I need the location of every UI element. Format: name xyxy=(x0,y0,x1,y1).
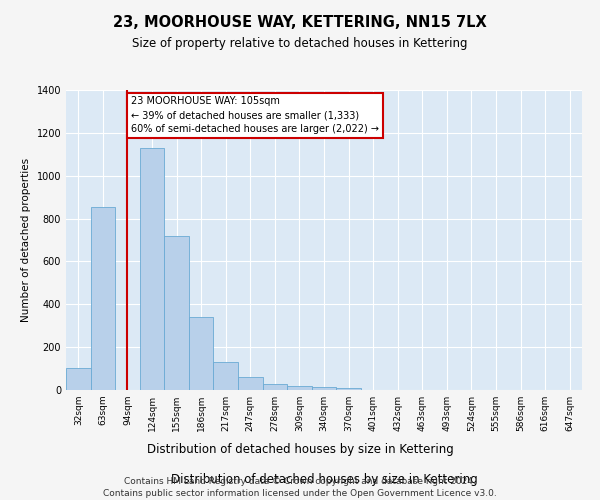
Bar xyxy=(214,362,238,390)
Bar xyxy=(91,207,115,390)
Bar xyxy=(263,384,287,390)
Bar xyxy=(238,377,263,390)
X-axis label: Distribution of detached houses by size in Kettering: Distribution of detached houses by size … xyxy=(170,473,478,486)
Bar xyxy=(287,386,312,390)
Text: 23 MOORHOUSE WAY: 105sqm
← 39% of detached houses are smaller (1,333)
60% of sem: 23 MOORHOUSE WAY: 105sqm ← 39% of detach… xyxy=(131,96,379,134)
Bar xyxy=(164,236,189,390)
Bar xyxy=(66,368,91,390)
Bar xyxy=(336,388,361,390)
Bar xyxy=(189,317,214,390)
Text: 23, MOORHOUSE WAY, KETTERING, NN15 7LX: 23, MOORHOUSE WAY, KETTERING, NN15 7LX xyxy=(113,15,487,30)
Bar xyxy=(140,148,164,390)
Text: Contains HM Land Registry data © Crown copyright and database right 2024.: Contains HM Land Registry data © Crown c… xyxy=(124,478,476,486)
Text: Distribution of detached houses by size in Kettering: Distribution of detached houses by size … xyxy=(146,442,454,456)
Text: Contains public sector information licensed under the Open Government Licence v3: Contains public sector information licen… xyxy=(103,489,497,498)
Text: Size of property relative to detached houses in Kettering: Size of property relative to detached ho… xyxy=(132,38,468,51)
Bar xyxy=(312,387,336,390)
Y-axis label: Number of detached properties: Number of detached properties xyxy=(21,158,31,322)
